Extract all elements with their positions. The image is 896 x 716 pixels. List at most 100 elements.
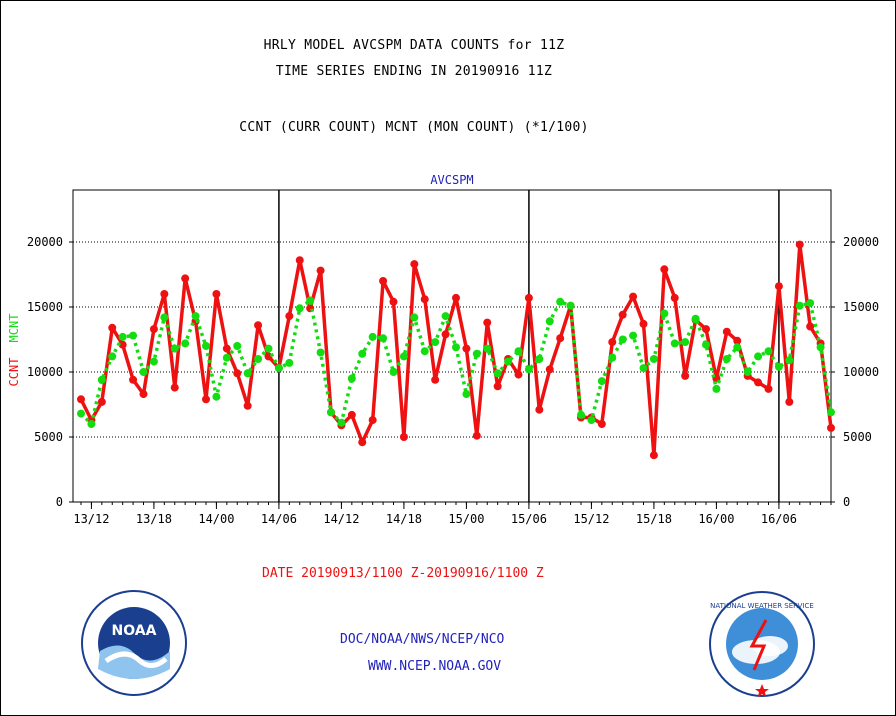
data-point-mcnt (358, 349, 367, 358)
data-point-mcnt (681, 338, 690, 347)
data-point-mcnt (649, 355, 658, 363)
data-point-ccnt (639, 319, 648, 328)
data-point-mcnt (274, 364, 283, 373)
y-tick-label-right: 20000 (843, 235, 879, 249)
x-tick-label: 14/18 (386, 512, 422, 526)
data-point-mcnt (170, 344, 179, 353)
data-point-ccnt (462, 344, 471, 353)
data-point-mcnt (191, 312, 200, 321)
data-point-ccnt (118, 340, 127, 349)
data-point-mcnt (514, 347, 523, 356)
data-point-ccnt (368, 416, 377, 425)
data-point-mcnt (441, 312, 450, 321)
data-point-mcnt (733, 343, 742, 352)
data-point-mcnt (389, 368, 398, 376)
x-tick-label: 14/06 (261, 512, 297, 526)
data-point-ccnt (243, 401, 252, 410)
data-point-mcnt (181, 339, 190, 348)
y-axis-label: CCNT MCNT (7, 314, 21, 387)
data-point-mcnt (295, 304, 304, 313)
data-point-mcnt (774, 362, 783, 371)
data-point-mcnt (566, 301, 575, 310)
data-point-mcnt (702, 340, 710, 349)
series-mcnt (77, 296, 835, 428)
data-point-ccnt (452, 293, 460, 302)
data-point-mcnt (316, 348, 325, 357)
data-point-ccnt (212, 290, 221, 298)
series (77, 240, 835, 460)
nws-logo: NATIONAL WEATHER SERVICE (708, 590, 816, 702)
x-tick-label: 15/12 (573, 512, 609, 526)
data-point-mcnt (587, 416, 596, 425)
data-point-ccnt (545, 365, 554, 374)
data-point-mcnt (97, 375, 106, 384)
data-point-ccnt (524, 293, 533, 302)
data-point-ccnt (97, 397, 106, 406)
data-point-mcnt (327, 408, 335, 417)
y-tick-label-right: 0 (843, 495, 850, 509)
data-point-ccnt (295, 256, 304, 265)
data-point-mcnt (368, 332, 377, 341)
data-point-mcnt (806, 299, 815, 308)
data-point-mcnt (639, 364, 648, 373)
data-point-mcnt (472, 349, 481, 358)
data-point-mcnt (139, 368, 148, 376)
data-point-mcnt (306, 296, 315, 305)
data-point-ccnt (670, 293, 679, 302)
data-point-ccnt (733, 336, 742, 345)
data-point-ccnt (160, 290, 169, 298)
data-point-mcnt (524, 365, 533, 374)
data-point-mcnt (795, 301, 804, 310)
data-point-ccnt (795, 240, 804, 249)
data-point-ccnt (827, 423, 835, 432)
x-tick-label: 15/06 (511, 512, 547, 526)
data-point-ccnt (358, 438, 367, 447)
data-point-mcnt (483, 344, 492, 353)
data-point-ccnt (806, 322, 815, 331)
data-point-ccnt (129, 375, 138, 384)
data-point-mcnt (431, 338, 440, 347)
footer-url[interactable]: WWW.NCEP.NOAA.GOV (368, 659, 502, 674)
data-point-ccnt (420, 295, 429, 304)
data-point-ccnt (77, 395, 85, 404)
x-tick-label: 15/00 (448, 512, 484, 526)
data-point-ccnt (170, 383, 179, 392)
data-point-mcnt (785, 356, 794, 365)
data-point-mcnt (264, 344, 273, 353)
data-point-ccnt (722, 327, 731, 336)
data-point-ccnt (472, 431, 481, 440)
data-point-mcnt (379, 334, 388, 343)
data-point-mcnt (764, 347, 773, 356)
data-point-mcnt (254, 355, 263, 363)
data-point-mcnt (754, 352, 763, 361)
y-tick-label-right: 10000 (843, 365, 879, 379)
date-range-label: DATE 20190913/1100 Z-20190916/1100 Z (262, 566, 544, 581)
plot-title: AVCSPM (430, 173, 473, 187)
data-point-mcnt (285, 358, 294, 367)
y-gridlines (73, 241, 831, 438)
figure-title-line-1: HRLY MODEL AVCSPM DATA COUNTS for 11Z (263, 38, 565, 53)
data-point-ccnt (431, 375, 440, 384)
data-point-mcnt (243, 369, 252, 378)
data-point-ccnt (254, 321, 263, 330)
nws-logo-text: NATIONAL WEATHER SERVICE (710, 602, 814, 610)
data-point-ccnt (285, 312, 294, 321)
data-point-mcnt (452, 343, 460, 352)
data-point-mcnt (129, 331, 138, 340)
figure-title-line-2: TIME SERIES ENDING IN 20190916 11Z (275, 64, 553, 79)
data-point-mcnt (347, 374, 356, 383)
noaa-logo-text: NOAA (112, 623, 157, 639)
data-point-ccnt (181, 274, 190, 283)
y-axis-right: 0 5000 10000 15000 20000 (831, 235, 879, 509)
data-point-mcnt (722, 355, 731, 363)
data-point-ccnt (754, 378, 763, 387)
data-point-mcnt (743, 368, 752, 376)
ylabel-mcnt: MCNT (7, 314, 21, 343)
data-point-mcnt (462, 390, 471, 399)
data-point-ccnt (379, 277, 388, 285)
data-point-ccnt (608, 338, 617, 347)
data-point-mcnt (493, 369, 502, 378)
data-point-ccnt (149, 325, 158, 334)
x-tick-label: 13/18 (136, 512, 172, 526)
